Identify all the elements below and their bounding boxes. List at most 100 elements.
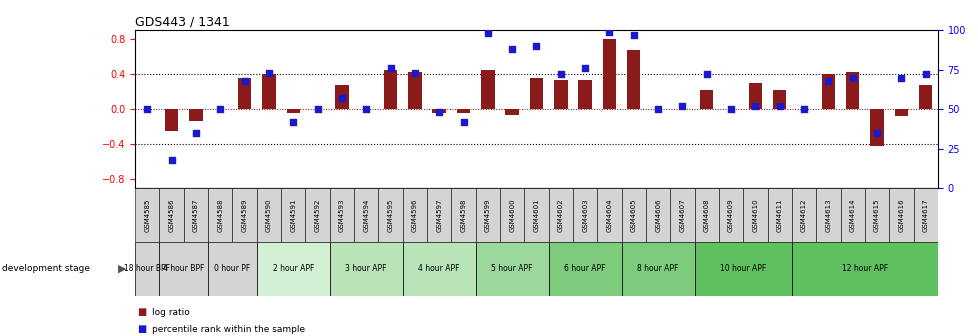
Point xyxy=(455,119,470,125)
Bar xyxy=(554,80,567,109)
Text: GSM4613: GSM4613 xyxy=(824,198,830,232)
Text: 0 hour PF: 0 hour PF xyxy=(214,264,250,273)
Bar xyxy=(694,242,791,296)
Text: GSM4608: GSM4608 xyxy=(703,198,709,232)
Bar xyxy=(184,188,208,242)
Point xyxy=(358,107,374,112)
Bar xyxy=(330,188,354,242)
Bar xyxy=(159,242,208,296)
Point xyxy=(893,75,909,80)
Bar xyxy=(597,188,621,242)
Bar xyxy=(208,188,232,242)
Text: GSM4609: GSM4609 xyxy=(728,198,734,232)
Bar xyxy=(262,74,276,109)
Bar xyxy=(475,188,500,242)
Bar xyxy=(791,242,937,296)
Point xyxy=(188,130,203,135)
Bar xyxy=(670,188,694,242)
Bar xyxy=(334,85,348,109)
Text: 4 hour BPF: 4 hour BPF xyxy=(163,264,204,273)
Bar xyxy=(845,72,859,109)
Text: ■: ■ xyxy=(137,307,146,318)
Text: GSM4589: GSM4589 xyxy=(242,198,247,232)
Bar xyxy=(627,49,640,109)
Bar xyxy=(256,188,281,242)
Bar xyxy=(821,74,834,109)
Point xyxy=(528,43,544,49)
Point xyxy=(723,107,738,112)
Bar xyxy=(238,79,251,109)
Point xyxy=(261,70,277,76)
Point xyxy=(212,107,228,112)
Point xyxy=(407,70,422,76)
Bar xyxy=(773,90,785,109)
Bar xyxy=(383,70,397,109)
Point xyxy=(504,46,519,52)
Bar xyxy=(718,188,742,242)
Text: GSM4596: GSM4596 xyxy=(412,198,418,232)
Point xyxy=(698,72,714,77)
Text: GSM4603: GSM4603 xyxy=(582,198,588,232)
Bar xyxy=(378,188,402,242)
Bar xyxy=(159,188,184,242)
Text: GSM4586: GSM4586 xyxy=(168,198,174,232)
Bar xyxy=(330,242,402,296)
Text: GSM4590: GSM4590 xyxy=(266,198,272,232)
Bar xyxy=(281,188,305,242)
Bar xyxy=(548,188,572,242)
Text: GSM4604: GSM4604 xyxy=(605,198,612,232)
Bar xyxy=(888,188,912,242)
Point xyxy=(237,78,252,83)
Text: log ratio: log ratio xyxy=(152,308,190,317)
Bar xyxy=(548,242,621,296)
Bar xyxy=(791,188,816,242)
Text: 10 hour APF: 10 hour APF xyxy=(720,264,766,273)
Bar xyxy=(505,109,518,115)
Bar xyxy=(451,188,475,242)
Text: GSM4587: GSM4587 xyxy=(193,198,199,232)
Bar xyxy=(918,85,931,109)
Bar xyxy=(912,188,937,242)
Bar xyxy=(864,188,888,242)
Bar xyxy=(426,188,451,242)
Text: 2 hour APF: 2 hour APF xyxy=(272,264,314,273)
Text: GSM4606: GSM4606 xyxy=(654,198,660,232)
Text: GSM4591: GSM4591 xyxy=(289,198,296,232)
Bar xyxy=(840,188,864,242)
Bar xyxy=(578,80,592,109)
Point xyxy=(479,31,495,36)
Bar xyxy=(135,188,159,242)
Text: GSM4616: GSM4616 xyxy=(898,198,904,232)
Point xyxy=(625,32,641,38)
Bar xyxy=(408,72,422,109)
Bar xyxy=(621,188,645,242)
Text: GSM4612: GSM4612 xyxy=(800,198,806,232)
Bar xyxy=(816,188,840,242)
Point xyxy=(382,66,398,71)
Text: GSM4585: GSM4585 xyxy=(144,198,150,232)
Point xyxy=(139,107,155,112)
Bar xyxy=(699,90,713,109)
Text: 3 hour APF: 3 hour APF xyxy=(345,264,386,273)
Text: GSM4617: GSM4617 xyxy=(922,198,928,232)
Text: GSM4605: GSM4605 xyxy=(630,198,636,232)
Text: GSM4615: GSM4615 xyxy=(873,198,879,232)
Text: GSM4600: GSM4600 xyxy=(509,198,514,232)
Bar xyxy=(894,109,908,116)
Bar xyxy=(742,188,767,242)
Text: GSM4593: GSM4593 xyxy=(338,198,344,232)
Text: GDS443 / 1341: GDS443 / 1341 xyxy=(135,16,230,29)
Text: 12 hour APF: 12 hour APF xyxy=(841,264,887,273)
Bar xyxy=(572,188,597,242)
Bar xyxy=(354,188,378,242)
Bar xyxy=(305,188,330,242)
Point xyxy=(771,103,786,109)
Bar xyxy=(232,188,256,242)
Bar xyxy=(767,188,791,242)
Bar xyxy=(208,242,256,296)
Point xyxy=(917,72,933,77)
Bar xyxy=(869,109,883,146)
Point xyxy=(163,157,179,162)
Point xyxy=(601,29,617,35)
Text: GSM4602: GSM4602 xyxy=(557,198,563,232)
